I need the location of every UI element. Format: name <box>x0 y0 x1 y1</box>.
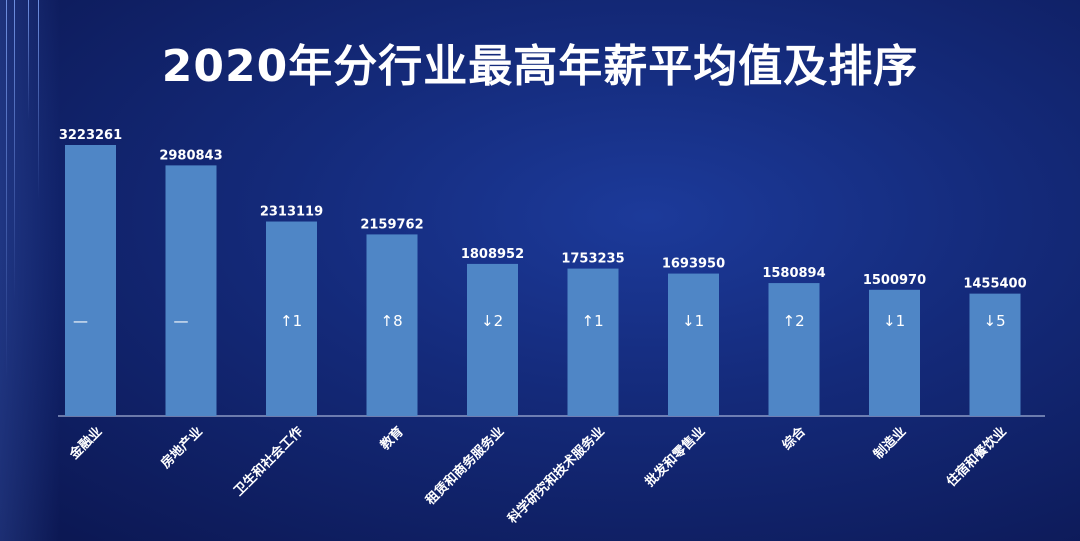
decor-line <box>6 0 7 380</box>
data-label: 1693950 <box>662 257 725 272</box>
decor-line <box>28 0 29 120</box>
bar <box>668 273 719 416</box>
rank-change-label: ↓1 <box>682 312 704 330</box>
rank-change-label: — <box>174 312 189 330</box>
category-tick-label: 房地产业 <box>158 424 206 472</box>
rank-change-label: ↑2 <box>783 312 805 330</box>
bar <box>567 268 619 416</box>
bar <box>768 283 820 416</box>
bar <box>467 263 518 416</box>
data-label: 1500970 <box>863 273 926 288</box>
decor-line <box>14 0 15 300</box>
rank-change-label: ↓2 <box>481 312 503 330</box>
rank-change-label: — <box>73 312 88 330</box>
rank-change-label: ↓1 <box>883 312 905 330</box>
category-tick-label: 综合 <box>779 423 809 453</box>
data-label: 2980843 <box>159 148 222 163</box>
rank-change-label: ↑1 <box>280 312 302 330</box>
rank-change-label: ↓5 <box>984 312 1006 330</box>
category-tick-label: 卫生和社会工作 <box>231 424 307 500</box>
data-label: 1753235 <box>561 252 624 267</box>
category-tick-label: 科学研究和技术服务业 <box>505 424 608 527</box>
category-tick-label: 批发和零售业 <box>642 424 708 490</box>
category-tick-label: 租赁和商务服务业 <box>422 424 507 509</box>
data-label: 2159762 <box>360 217 423 232</box>
data-label: 1455400 <box>963 277 1026 292</box>
left-glow-decoration <box>0 0 60 541</box>
bar <box>165 165 217 416</box>
bar <box>266 221 317 416</box>
bar <box>366 234 418 416</box>
category-tick-label: 住宿和餐饮业 <box>943 424 1009 490</box>
data-label: 2313119 <box>260 205 323 220</box>
data-label: 3223261 <box>59 128 122 143</box>
category-tick-label: 教育 <box>376 424 406 454</box>
bar <box>65 145 116 416</box>
bar <box>869 289 920 416</box>
category-tick-label: 制造业 <box>870 424 909 463</box>
decor-line <box>38 0 39 200</box>
category-tick-label: 金融业 <box>66 424 106 464</box>
rank-change-label: ↑1 <box>582 312 604 330</box>
data-label: 1580894 <box>762 266 825 281</box>
chart-title: 2020年分行业最高年薪平均值及排序 <box>161 41 919 92</box>
bar <box>969 293 1021 416</box>
rank-change-label: ↑8 <box>381 312 403 330</box>
data-label: 1808952 <box>461 247 524 262</box>
